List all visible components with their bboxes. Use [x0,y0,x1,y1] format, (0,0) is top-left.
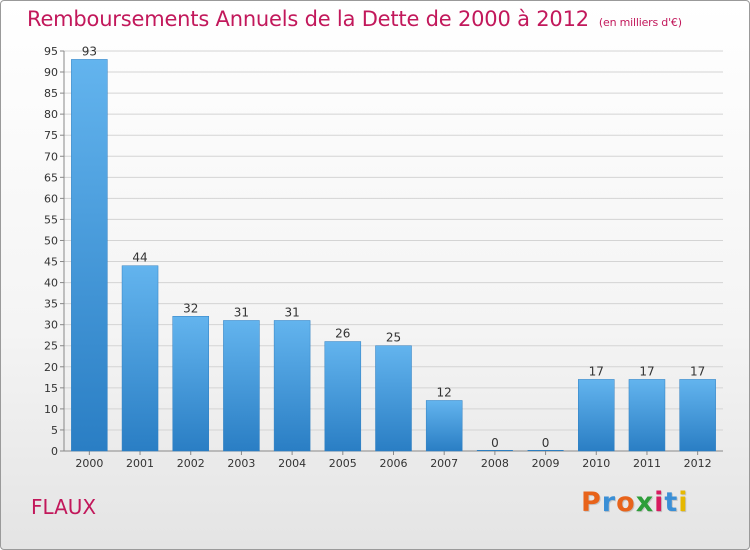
bar-2004 [273,320,311,452]
y-tick-label: 30 [44,319,58,332]
x-tick-label-2011: 2011 [633,457,661,470]
x-tick-label-2007: 2007 [430,457,458,470]
x-tick-labels: 2000 2001 2002 2003 2004 2005 2006 2007 2008 2009… [75,457,711,470]
x-tick-label-2001: 2001 [126,457,154,470]
data-label-2009: 0 [542,436,550,450]
y-tick-label: 95 [44,45,58,58]
logo-letter: x [635,487,655,518]
x-tick-label-2003: 2003 [227,457,255,470]
logo-letter: i [678,487,689,518]
x-tick-label-2006: 2006 [380,457,408,470]
bar-2012 [679,379,716,452]
data-label-2004: 31 [284,305,299,319]
data-label-2006: 25 [386,331,401,345]
y-tick-label: 25 [44,340,58,353]
x-tick-label-2004: 2004 [278,457,306,470]
x-tick-label-2008: 2008 [481,457,509,470]
y-tick-label: 40 [44,277,58,290]
x-tick-label-2009: 2009 [532,457,560,470]
data-labels: 93 44 32 31 31 26 25 12 0 0 17 17 17 [82,44,706,450]
logo-letter: i [654,487,665,518]
y-tick-label: 65 [44,171,58,184]
bars [71,59,716,452]
data-label-2002: 32 [183,301,198,315]
bar-2003 [223,320,260,452]
y-tick-label: 50 [44,234,58,247]
logo-letter: t [664,487,679,518]
y-tick-label: 70 [44,150,58,163]
y-tick-label: 75 [44,129,58,142]
y-tick-label: 55 [44,213,58,226]
proxiti-logo: Proxiti [581,487,689,518]
y-tick-labels: 0 5 10 15 20 25 30 35 40 45 50 55 60 65 70 75 80 85 90 95 [44,45,58,458]
bar-2005 [324,341,362,452]
y-tick-label: 0 [51,445,58,458]
data-label-2005: 26 [335,327,350,341]
y-tick-label: 45 [44,256,58,269]
x-tick-label-2000: 2000 [75,457,103,470]
x-tick-label-2010: 2010 [582,457,610,470]
logo-letter: o [616,487,636,518]
bar-2011 [628,379,666,452]
y-tick-label: 10 [44,403,58,416]
logo-letter: r [601,487,617,518]
title-unit: (en milliers d'€) [598,16,682,29]
data-label-2008: 0 [491,436,499,450]
title-text: Remboursements Annuels de la Dette de 20… [27,7,589,31]
data-label-2010: 17 [589,364,604,378]
chart-title: Remboursements Annuels de la Dette de 20… [27,7,682,31]
data-label-2001: 44 [132,251,147,265]
data-label-2000: 93 [82,44,97,58]
y-tick-label: 5 [51,424,58,437]
bar-2006 [375,345,412,452]
place-name: FLAUX [31,495,97,519]
logo-letter: P [581,487,602,518]
x-tick-label-2012: 2012 [684,457,712,470]
y-tick-label: 15 [44,382,58,395]
y-tick-label: 85 [44,87,58,100]
bar-2010 [578,379,615,452]
bar-2001 [121,265,159,452]
x-tick-label-2002: 2002 [177,457,205,470]
bar-2000 [71,59,108,452]
data-label-2003: 31 [234,305,249,319]
x-tick-label-2005: 2005 [329,457,357,470]
y-tick-label: 20 [44,361,58,374]
data-label-2011: 17 [639,364,654,378]
bar-2007 [425,400,463,452]
data-label-2012: 17 [690,364,705,378]
bar-2002 [172,316,209,452]
y-tick-label: 80 [44,108,58,121]
y-tick-label: 90 [44,66,58,79]
y-tick-label: 60 [44,192,58,205]
data-label-2007: 12 [437,385,452,399]
y-tick-label: 35 [44,298,58,311]
